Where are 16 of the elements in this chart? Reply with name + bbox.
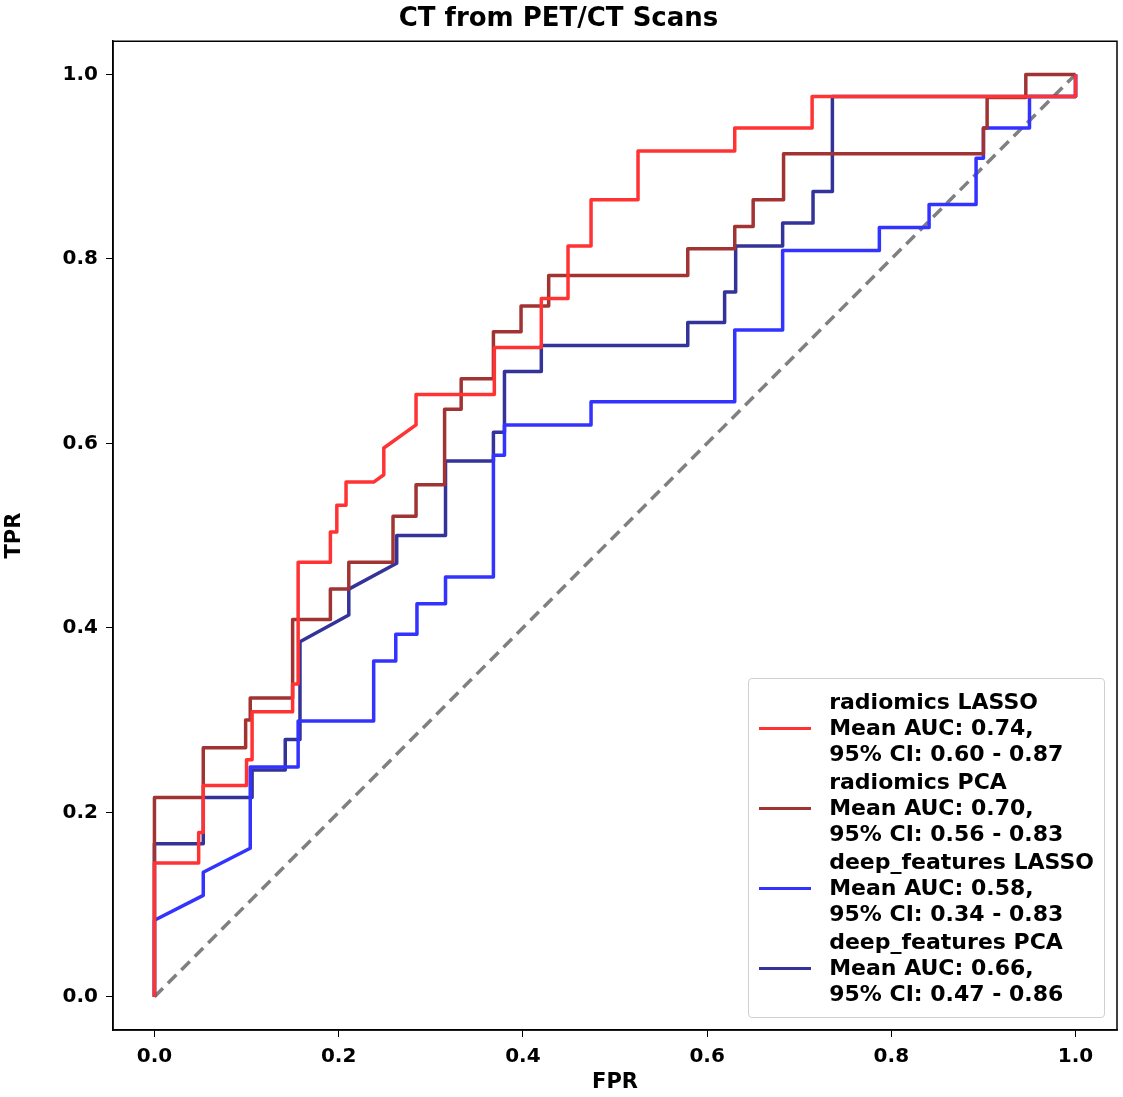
x-tick-label: 0.8 bbox=[873, 1043, 910, 1068]
x-tick-label: 0.2 bbox=[320, 1043, 357, 1068]
y-axis-title: TPR bbox=[1, 512, 26, 559]
y-tick-label: 0.6 bbox=[62, 429, 98, 454]
y-tick-label: 0.4 bbox=[62, 614, 98, 639]
chart-title: CT from PET/CT Scans bbox=[398, 2, 719, 33]
y-tick-label: 1.0 bbox=[62, 60, 98, 85]
y-tick-label: 0.0 bbox=[62, 983, 98, 1007]
y-tick-label: 0.2 bbox=[62, 798, 98, 823]
x-tick-label: 0.0 bbox=[136, 1043, 173, 1068]
x-tick-label: 0.6 bbox=[689, 1043, 725, 1068]
x-tick-label: 0.4 bbox=[505, 1043, 541, 1068]
x-tick-label: 1.0 bbox=[1057, 1043, 1094, 1068]
legend-label: deep_features PCA Mean AUC: 0.66, 95% CI: 0.47 - 0.86 bbox=[829, 929, 1064, 1007]
y-tick-label: 0.8 bbox=[62, 245, 98, 270]
x-axis-title: FPR bbox=[592, 1068, 638, 1093]
